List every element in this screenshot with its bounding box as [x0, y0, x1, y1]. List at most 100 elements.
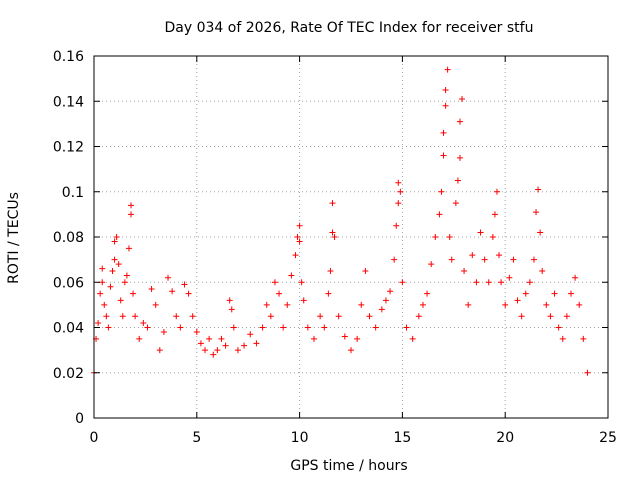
data-point [473, 279, 480, 286]
y-tick-label: 0.16 [53, 49, 84, 65]
data-point [415, 313, 422, 320]
y-tick-label: 0.12 [53, 140, 84, 156]
data-point [485, 279, 492, 286]
data-point [387, 288, 394, 295]
data-point [241, 342, 248, 349]
data-point [107, 283, 114, 290]
data-point [452, 200, 459, 207]
data-point [130, 290, 137, 297]
x-tick-label: 10 [291, 430, 309, 446]
data-point [294, 234, 301, 240]
data-point [335, 313, 342, 320]
data-point [518, 313, 525, 320]
data-point [454, 177, 461, 184]
data-point [331, 234, 338, 240]
data-point [321, 324, 328, 331]
data-point [181, 281, 188, 288]
data-point [234, 347, 241, 354]
data-point [522, 290, 529, 297]
data-point [113, 234, 120, 240]
data-point [228, 306, 235, 313]
data-point [432, 234, 439, 240]
data-point [222, 342, 229, 349]
data-point [409, 335, 416, 342]
data-point [253, 340, 260, 347]
data-point [156, 347, 163, 354]
data-point [177, 324, 184, 331]
data-point [202, 347, 209, 354]
data-point [325, 290, 332, 297]
data-point [576, 301, 583, 308]
data-point [580, 335, 587, 342]
data-point [348, 347, 354, 354]
data-point [366, 313, 373, 320]
data-point [226, 297, 233, 304]
data-point [444, 66, 451, 73]
x-tick-label: 5 [192, 430, 201, 446]
data-point [446, 234, 453, 240]
data-point [448, 256, 455, 263]
data-point [117, 297, 124, 304]
data-point [428, 261, 435, 268]
data-point [271, 279, 278, 286]
data-point [438, 188, 445, 195]
data-point [530, 256, 537, 263]
y-tick-label: 0.08 [53, 230, 84, 246]
data-point [493, 188, 500, 195]
data-point [551, 290, 558, 297]
data-point [465, 301, 472, 308]
data-point [144, 324, 151, 331]
data-point [123, 272, 130, 279]
data-point [461, 267, 468, 274]
data-point [358, 301, 365, 308]
data-point [496, 252, 503, 259]
data-point [125, 245, 132, 252]
data-point [109, 267, 116, 274]
y-tick-label: 0.1 [62, 185, 84, 201]
data-point [378, 306, 385, 313]
data-point [300, 297, 307, 304]
data-point [132, 313, 139, 320]
data-point [304, 324, 311, 331]
data-point [160, 329, 167, 336]
chart-title: Day 034 of 2026, Rate Of TEC Index for r… [165, 20, 534, 36]
data-point [559, 335, 566, 342]
y-tick-label: 0.02 [53, 366, 84, 382]
data-point [510, 256, 517, 263]
data-point [469, 252, 476, 259]
y-tick-label: 0 [75, 411, 84, 427]
data-point [533, 209, 540, 216]
data-point [395, 179, 402, 186]
data-point [128, 202, 135, 209]
data-point [136, 335, 143, 342]
data-point [372, 324, 379, 331]
data-point [189, 313, 196, 320]
y-tick-label: 0.06 [53, 275, 84, 291]
data-point [263, 301, 270, 308]
data-point [185, 290, 192, 297]
data-point [329, 229, 336, 236]
data-point [121, 279, 128, 286]
data-point [296, 222, 303, 229]
y-axis-label: ROTI / TECUs [6, 192, 22, 284]
data-point [403, 324, 410, 331]
data-point [481, 256, 488, 263]
y-tick-label: 0.14 [53, 94, 84, 110]
x-tick-label: 25 [599, 430, 617, 446]
data-point [382, 297, 389, 304]
data-point [292, 252, 299, 259]
data-point [543, 301, 550, 308]
data-point [537, 229, 544, 236]
data-point [399, 279, 406, 286]
data-point [477, 229, 484, 236]
data-point [393, 222, 400, 229]
data-point [341, 333, 348, 340]
data-point [111, 238, 118, 245]
data-point [354, 335, 361, 342]
data-point [169, 288, 176, 295]
data-point [218, 335, 225, 342]
data-point [502, 301, 509, 308]
data-point [140, 319, 147, 326]
x-tick-label: 15 [393, 430, 411, 446]
